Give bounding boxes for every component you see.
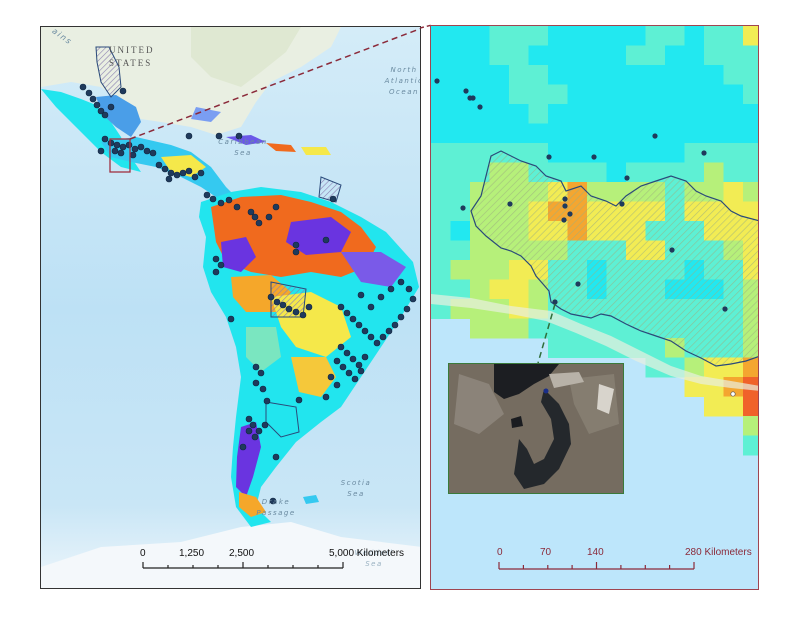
detail-station-points: [434, 78, 728, 312]
scale-label-1250: 1,250: [179, 548, 205, 559]
inset-connector-line: [129, 27, 420, 140]
satellite-photo-inset[interactable]: [448, 363, 624, 494]
overview-map[interactable]: ains UNITED STATES North Atlantic Ocean …: [40, 26, 421, 589]
river-channel: [514, 389, 571, 489]
detail-scale-bar: [498, 562, 695, 570]
overview-map-canvas: [41, 27, 420, 588]
reservoir-water: [494, 364, 559, 399]
inset-locator-box[interactable]: [109, 138, 131, 173]
detail-map[interactable]: 0 70 140 280 Kilometers: [430, 25, 759, 590]
scale-label-0: 0: [140, 548, 146, 559]
label-weddell-sea: Weddell Sea: [354, 549, 394, 568]
label-caribbean-sea: Caribbean Sea: [218, 138, 268, 157]
antarctica-land: [41, 522, 420, 588]
station-points: [79, 83, 417, 505]
overview-scale-bar: [142, 562, 344, 569]
label-drake-passage: Drake Passage: [256, 498, 296, 517]
detail-scale-label-140: 140: [587, 547, 604, 558]
basin-polygon: [470, 150, 758, 367]
satellite-image: [449, 364, 623, 493]
photo-station-point: [543, 388, 549, 394]
label-united-states-2: STATES: [109, 58, 153, 68]
detail-map-canvas: [431, 26, 758, 589]
scale-label-5000: 5,000 Kilometers: [329, 548, 405, 559]
rio-grande-basin: [95, 46, 122, 98]
label-united-states-1: UNITED: [109, 45, 155, 55]
scale-label-2500: 2,500: [229, 548, 255, 559]
label-north-atlantic: North Atlantic Ocean: [384, 66, 421, 96]
detail-scale-label-280: 280 Kilometers: [685, 547, 752, 558]
detail-scale-label-70: 70: [540, 547, 552, 558]
label-scotia-sea: Scotia Sea: [340, 479, 372, 498]
detail-scale-label-0: 0: [497, 547, 503, 558]
photo-connector-line: [537, 303, 556, 364]
